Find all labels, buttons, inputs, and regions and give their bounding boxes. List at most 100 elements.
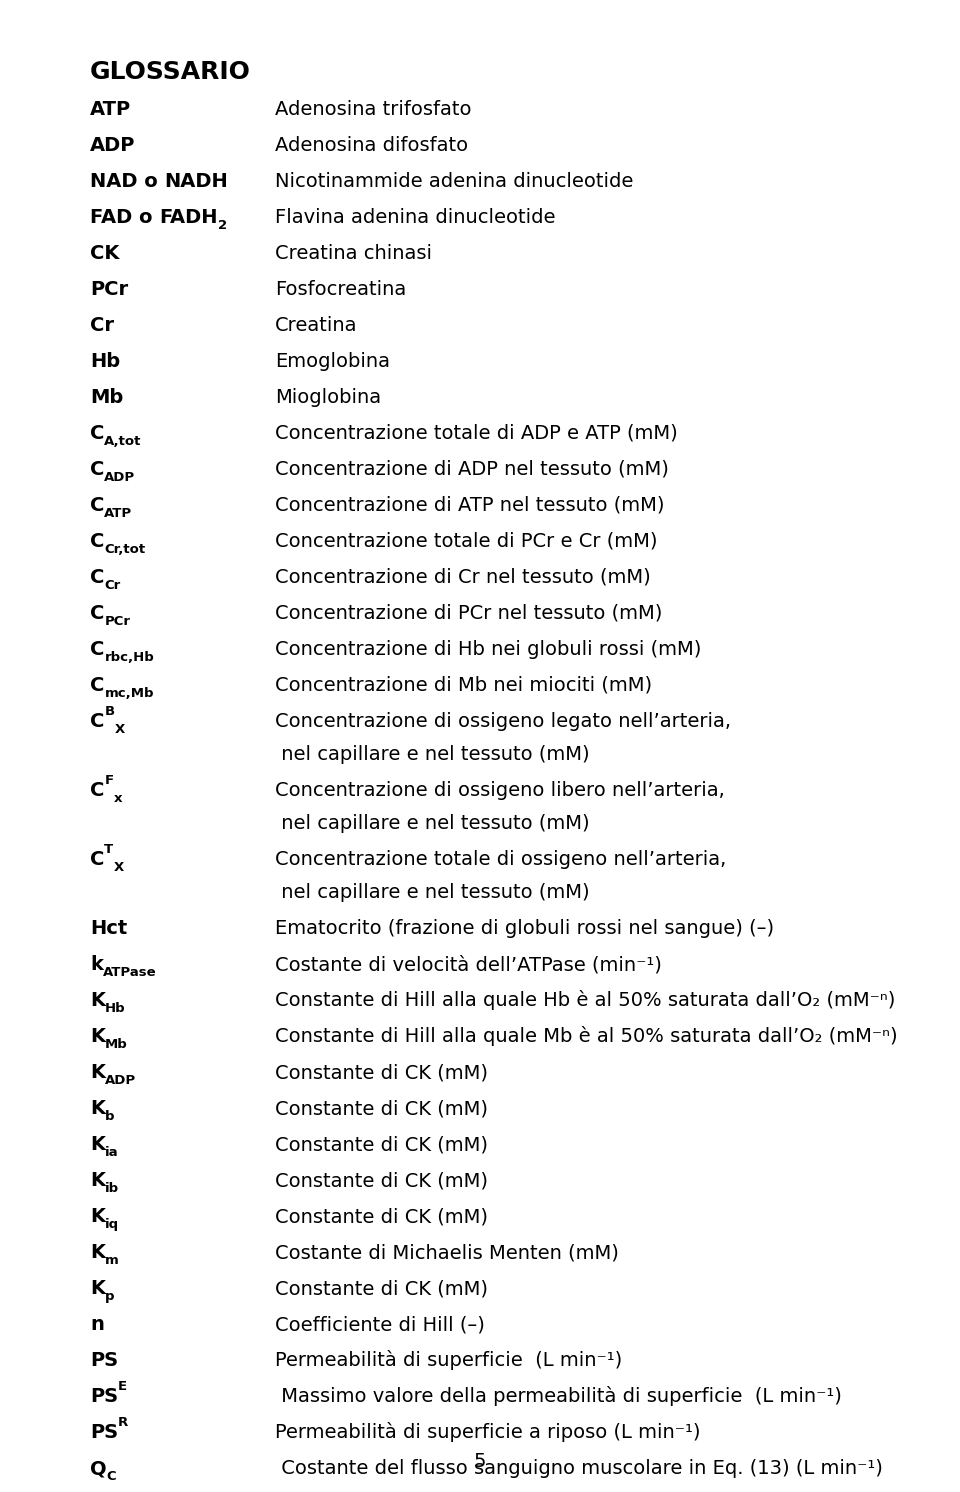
Text: PCr: PCr xyxy=(90,280,128,298)
Text: ATPase: ATPase xyxy=(103,967,156,979)
Text: Massimo valore della permeabilità di superficie  (L min⁻¹): Massimo valore della permeabilità di sup… xyxy=(275,1386,842,1407)
Text: Concentrazione di Mb nei miociti (mM): Concentrazione di Mb nei miociti (mM) xyxy=(275,676,652,695)
Text: C: C xyxy=(90,495,105,515)
Text: Mioglobina: Mioglobina xyxy=(275,388,381,407)
Text: K: K xyxy=(90,1135,105,1155)
Text: NADH: NADH xyxy=(164,172,228,191)
Text: C: C xyxy=(90,460,105,479)
Text: Mb: Mb xyxy=(105,1038,128,1052)
Text: Adenosina trifosfato: Adenosina trifosfato xyxy=(275,100,471,119)
Text: Nicotinammide adenina dinucleotide: Nicotinammide adenina dinucleotide xyxy=(275,172,634,191)
Text: Cr: Cr xyxy=(90,316,114,336)
Text: Concentrazione di PCr nel tessuto (mM): Concentrazione di PCr nel tessuto (mM) xyxy=(275,604,662,624)
Text: nel capillare e nel tessuto (mM): nel capillare e nel tessuto (mM) xyxy=(275,815,589,833)
Text: Constante di Hill alla quale Mb è al 50% saturata dall’O₂ (mM⁻ⁿ): Constante di Hill alla quale Mb è al 50%… xyxy=(275,1026,898,1046)
Text: C: C xyxy=(90,568,105,586)
Text: K: K xyxy=(90,1171,105,1191)
Text: ia: ia xyxy=(105,1146,119,1159)
Text: C: C xyxy=(90,533,105,551)
Text: ATP: ATP xyxy=(90,100,132,119)
Text: Concentrazione totale di PCr e Cr (mM): Concentrazione totale di PCr e Cr (mM) xyxy=(275,533,658,551)
Text: Constante di CK (mM): Constante di CK (mM) xyxy=(275,1064,488,1082)
Text: FADH: FADH xyxy=(159,207,218,227)
Text: Constante di CK (mM): Constante di CK (mM) xyxy=(275,1279,488,1298)
Text: C: C xyxy=(90,604,105,624)
Text: C: C xyxy=(107,1470,116,1483)
Text: Adenosina difosfato: Adenosina difosfato xyxy=(275,136,468,155)
Text: X: X xyxy=(114,724,125,736)
Text: Coefficiente di Hill (–): Coefficiente di Hill (–) xyxy=(275,1316,485,1334)
Text: k: k xyxy=(90,955,103,974)
Text: Hct: Hct xyxy=(90,919,128,938)
Text: m: m xyxy=(105,1255,119,1267)
Text: x: x xyxy=(113,792,122,806)
Text: Emoglobina: Emoglobina xyxy=(275,352,390,372)
Text: Q: Q xyxy=(90,1459,107,1479)
Text: ADP: ADP xyxy=(105,1074,136,1088)
Text: E: E xyxy=(118,1380,128,1394)
Text: K: K xyxy=(90,1028,105,1046)
Text: ADP: ADP xyxy=(90,136,135,155)
Text: p: p xyxy=(105,1291,114,1304)
Text: Mb: Mb xyxy=(90,388,123,407)
Text: Concentrazione di Hb nei globuli rossi (mM): Concentrazione di Hb nei globuli rossi (… xyxy=(275,640,702,659)
Text: Fosfocreatina: Fosfocreatina xyxy=(275,280,406,298)
Text: 5: 5 xyxy=(473,1452,487,1471)
Text: 2: 2 xyxy=(218,219,227,231)
Text: Constante di CK (mM): Constante di CK (mM) xyxy=(275,1207,488,1226)
Text: C: C xyxy=(90,676,105,695)
Text: K: K xyxy=(90,1279,105,1298)
Text: K: K xyxy=(90,1100,105,1119)
Text: X: X xyxy=(113,861,124,874)
Text: Constante di CK (mM): Constante di CK (mM) xyxy=(275,1135,488,1155)
Text: Concentrazione di Cr nel tessuto (mM): Concentrazione di Cr nel tessuto (mM) xyxy=(275,568,651,586)
Text: K: K xyxy=(90,1207,105,1226)
Text: iq: iq xyxy=(105,1219,119,1231)
Text: Concentrazione totale di ADP e ATP (mM): Concentrazione totale di ADP e ATP (mM) xyxy=(275,424,678,443)
Text: mc,Mb: mc,Mb xyxy=(105,686,154,700)
Text: Creatina chinasi: Creatina chinasi xyxy=(275,245,432,263)
Text: NAD o: NAD o xyxy=(90,172,164,191)
Text: nel capillare e nel tessuto (mM): nel capillare e nel tessuto (mM) xyxy=(275,745,589,764)
Text: A,tot: A,tot xyxy=(105,436,142,448)
Text: PS: PS xyxy=(90,1388,118,1407)
Text: Hb: Hb xyxy=(90,352,120,372)
Text: Permeabilità di superficie a riposo (L min⁻¹): Permeabilità di superficie a riposo (L m… xyxy=(275,1422,701,1443)
Text: Creatina: Creatina xyxy=(275,316,357,336)
Text: Concentrazione di ADP nel tessuto (mM): Concentrazione di ADP nel tessuto (mM) xyxy=(275,460,669,479)
Text: rbc,Hb: rbc,Hb xyxy=(105,651,155,664)
Text: PCr: PCr xyxy=(105,615,131,628)
Text: PS: PS xyxy=(90,1352,118,1370)
Text: GLOSSARIO: GLOSSARIO xyxy=(90,60,251,84)
Text: Cr,tot: Cr,tot xyxy=(105,543,146,557)
Text: K: K xyxy=(90,1064,105,1082)
Text: nel capillare e nel tessuto (mM): nel capillare e nel tessuto (mM) xyxy=(275,883,589,903)
Text: Constante di CK (mM): Constante di CK (mM) xyxy=(275,1100,488,1119)
Text: Flavina adenina dinucleotide: Flavina adenina dinucleotide xyxy=(275,207,556,227)
Text: PS: PS xyxy=(90,1423,118,1443)
Text: ADP: ADP xyxy=(105,471,135,483)
Text: Concentrazione di ATP nel tessuto (mM): Concentrazione di ATP nel tessuto (mM) xyxy=(275,495,664,515)
Text: b: b xyxy=(105,1110,114,1123)
Text: Permeabilità di superficie  (L min⁻¹): Permeabilità di superficie (L min⁻¹) xyxy=(275,1350,622,1370)
Text: Constante di Hill alla quale Hb è al 50% saturata dall’O₂ (mM⁻ⁿ): Constante di Hill alla quale Hb è al 50%… xyxy=(275,991,896,1010)
Text: C: C xyxy=(90,712,105,731)
Text: F: F xyxy=(105,774,113,788)
Text: Costante del flusso sanguigno muscolare in Eq. (13) (L min⁻¹): Costante del flusso sanguigno muscolare … xyxy=(275,1459,883,1479)
Text: R: R xyxy=(118,1416,129,1429)
Text: Ematocrito (frazione di globuli rossi nel sangue) (–): Ematocrito (frazione di globuli rossi ne… xyxy=(275,919,774,938)
Text: Concentrazione di ossigeno libero nell’arteria,: Concentrazione di ossigeno libero nell’a… xyxy=(275,782,725,800)
Text: CK: CK xyxy=(90,245,119,263)
Text: K: K xyxy=(90,991,105,1010)
Text: C: C xyxy=(90,424,105,443)
Text: n: n xyxy=(90,1316,104,1334)
Text: FAD o: FAD o xyxy=(90,207,159,227)
Text: Cr: Cr xyxy=(105,579,121,592)
Text: Costante di Michaelis Menten (mM): Costante di Michaelis Menten (mM) xyxy=(275,1243,619,1262)
Text: Concentrazione di ossigeno legato nell’arteria,: Concentrazione di ossigeno legato nell’a… xyxy=(275,712,731,731)
Text: ATP: ATP xyxy=(105,507,132,521)
Text: C: C xyxy=(90,782,105,800)
Text: Hb: Hb xyxy=(105,1003,126,1016)
Text: Constante di CK (mM): Constante di CK (mM) xyxy=(275,1171,488,1191)
Text: C: C xyxy=(90,640,105,659)
